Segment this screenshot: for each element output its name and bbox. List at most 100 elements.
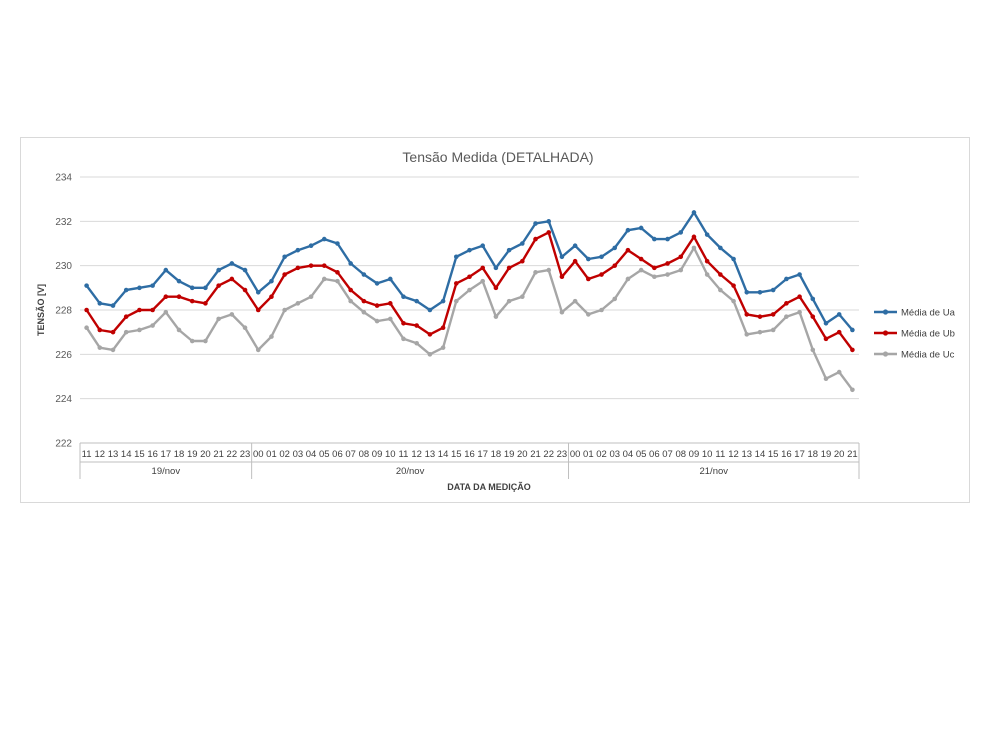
data-point	[427, 352, 433, 357]
x-tick-label: 09	[372, 449, 383, 460]
data-point	[97, 301, 103, 306]
x-tick-label: 11	[399, 449, 409, 460]
y-tick-label: 222	[55, 439, 72, 450]
data-point	[440, 345, 446, 350]
data-point	[427, 332, 433, 337]
data-point	[493, 285, 499, 291]
data-point	[361, 309, 367, 315]
y-tick-label: 224	[55, 394, 72, 405]
data-point	[216, 283, 221, 288]
data-point	[216, 316, 221, 322]
data-point	[176, 278, 182, 284]
data-point	[269, 334, 274, 339]
x-tick-label: 11	[82, 449, 92, 460]
x-tick-label: 19	[504, 449, 515, 460]
data-point	[612, 296, 618, 302]
data-point	[84, 325, 89, 331]
x-tick-label: 00	[570, 449, 581, 460]
data-point	[572, 243, 578, 249]
data-point	[123, 329, 129, 335]
legend-item: Média de Ub	[874, 329, 955, 340]
x-tick-label: 21	[213, 449, 224, 460]
data-point	[731, 298, 736, 304]
data-point	[770, 312, 776, 317]
data-point	[784, 276, 789, 282]
y-tick-label: 234	[55, 173, 72, 184]
x-tick-label: 12	[411, 449, 422, 460]
data-point	[163, 267, 169, 273]
data-point	[823, 336, 829, 342]
data-point	[586, 256, 591, 262]
x-tick-label: 13	[741, 449, 752, 460]
data-point	[638, 256, 644, 262]
data-point	[678, 254, 684, 260]
x-tick-label: 14	[121, 449, 132, 460]
x-group-label: 19/nov	[152, 466, 181, 477]
data-point	[718, 245, 723, 251]
data-point	[520, 294, 525, 299]
x-tick-label: 14	[438, 449, 449, 460]
data-point	[453, 281, 459, 286]
data-point	[255, 347, 261, 353]
series-média-de-ub	[84, 230, 855, 353]
x-tick-label: 01	[583, 449, 594, 460]
x-tick-label: 22	[227, 449, 238, 460]
data-point	[836, 312, 842, 317]
data-point	[110, 303, 116, 308]
data-point	[652, 236, 657, 242]
legend-label: Média de Ub	[901, 329, 955, 340]
x-tick-label: 23	[240, 449, 251, 460]
data-point	[163, 294, 169, 299]
data-point	[387, 301, 393, 306]
data-point	[546, 267, 552, 273]
data-point	[546, 230, 552, 235]
data-point	[625, 227, 631, 233]
x-tick-label: 12	[728, 449, 739, 460]
x-tick-label: 19	[821, 449, 832, 460]
data-point	[599, 307, 604, 313]
x-tick-label: 01	[266, 449, 277, 460]
data-point	[506, 247, 512, 253]
data-point	[467, 247, 472, 253]
data-point	[480, 243, 486, 249]
series-média-de-uc	[84, 245, 855, 393]
data-point	[348, 261, 353, 266]
data-point	[150, 283, 155, 288]
y-tick-label: 226	[55, 350, 72, 361]
x-tick-label: 18	[491, 449, 502, 460]
data-point	[572, 258, 578, 264]
x-tick-label: 18	[174, 449, 185, 460]
data-point	[546, 219, 552, 224]
data-point	[321, 276, 327, 282]
data-point	[810, 296, 816, 302]
data-point	[97, 345, 103, 350]
data-point	[612, 245, 618, 251]
data-point	[850, 347, 855, 353]
data-point	[533, 221, 538, 226]
data-point	[97, 327, 103, 333]
data-point	[836, 329, 842, 335]
data-point	[255, 289, 261, 295]
data-point	[282, 272, 287, 277]
data-point	[308, 263, 314, 268]
data-point	[242, 325, 248, 331]
data-point	[308, 243, 314, 249]
data-point	[335, 278, 340, 284]
data-point	[374, 281, 380, 286]
x-tick-label: 16	[464, 449, 475, 460]
x-tick-label: 16	[147, 449, 158, 460]
data-point	[652, 265, 657, 271]
data-point	[744, 312, 750, 317]
data-point	[731, 283, 736, 288]
x-tick-label: 20	[517, 449, 528, 460]
data-point	[612, 263, 618, 268]
x-tick-label: 21	[847, 449, 858, 460]
data-point	[123, 314, 129, 319]
data-point	[744, 332, 750, 337]
data-point	[110, 329, 116, 335]
data-point	[480, 278, 486, 284]
data-point	[533, 236, 538, 242]
data-point	[731, 256, 736, 262]
x-tick-label: 11	[715, 449, 725, 460]
data-point	[137, 285, 142, 291]
